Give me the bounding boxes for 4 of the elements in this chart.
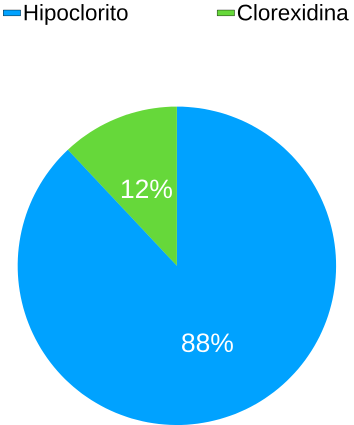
data-label: 88% [182,333,233,352]
data-label: 12% [122,179,172,198]
legend-label: Hipoclorito [24,4,128,25]
legend-label: Clorexidina [238,4,349,20]
